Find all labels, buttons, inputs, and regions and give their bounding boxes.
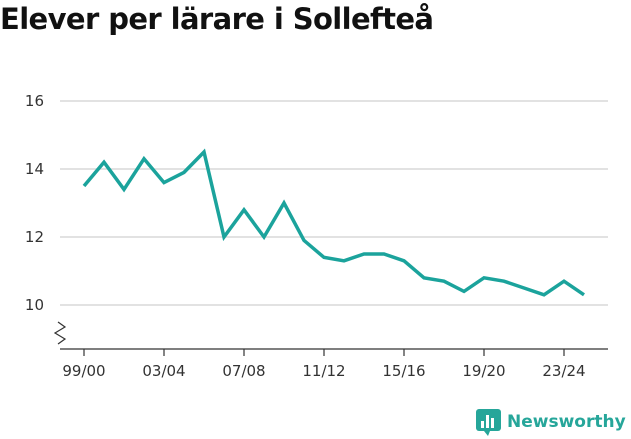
data-point[interactable] xyxy=(340,257,348,265)
data-point[interactable] xyxy=(220,233,228,241)
gridlines xyxy=(60,100,608,306)
data-point[interactable] xyxy=(420,274,428,282)
data-point[interactable] xyxy=(460,287,468,295)
data-point[interactable] xyxy=(440,277,448,285)
data-point[interactable] xyxy=(280,199,288,207)
x-tick-label: 11/12 xyxy=(302,362,345,380)
data-point[interactable] xyxy=(520,284,528,292)
bar-chart-logo-icon xyxy=(476,408,501,436)
chart-title: Elever per lärare i Sollefteå xyxy=(0,2,434,36)
x-axis xyxy=(53,321,608,356)
series-layer xyxy=(80,148,588,299)
data-point[interactable] xyxy=(320,253,328,261)
y-axis-labels: 10 12 14 16 xyxy=(25,92,44,314)
newsworthy-brand: Newsworthy xyxy=(476,408,626,436)
y-tick-label: 14 xyxy=(25,160,44,178)
data-point[interactable] xyxy=(180,168,188,176)
x-tick-label: 07/08 xyxy=(222,362,265,380)
brand-name: Newsworthy xyxy=(507,412,626,432)
data-point[interactable] xyxy=(500,277,508,285)
data-point[interactable] xyxy=(140,155,148,163)
y-tick-label: 10 xyxy=(25,296,44,314)
data-point[interactable] xyxy=(120,185,128,193)
data-point[interactable] xyxy=(240,206,248,214)
data-point[interactable] xyxy=(80,182,88,190)
data-point[interactable] xyxy=(480,274,488,282)
x-tick-label: 99/00 xyxy=(62,362,105,380)
y-tick-label: 12 xyxy=(25,228,44,246)
data-point[interactable] xyxy=(300,236,308,244)
data-point[interactable] xyxy=(580,291,588,299)
x-tick-label: 15/16 xyxy=(382,362,425,380)
data-point[interactable] xyxy=(200,148,208,156)
data-point[interactable] xyxy=(360,250,368,258)
data-point[interactable] xyxy=(260,233,268,241)
series-line xyxy=(82,148,585,297)
data-point[interactable] xyxy=(380,250,388,258)
y-tick-label: 16 xyxy=(25,92,44,110)
axis-break-icon xyxy=(53,321,67,345)
data-point[interactable] xyxy=(540,291,548,299)
x-tick-label: 03/04 xyxy=(142,362,185,380)
x-axis-labels: 99/00 03/04 07/08 11/12 15/16 19/20 23/24 xyxy=(62,362,585,380)
x-tick-label: 23/24 xyxy=(542,362,585,380)
data-point[interactable] xyxy=(160,179,168,187)
data-point[interactable] xyxy=(100,158,108,166)
data-point[interactable] xyxy=(560,277,568,285)
x-tick-label: 19/20 xyxy=(462,362,505,380)
data-point[interactable] xyxy=(400,257,408,265)
